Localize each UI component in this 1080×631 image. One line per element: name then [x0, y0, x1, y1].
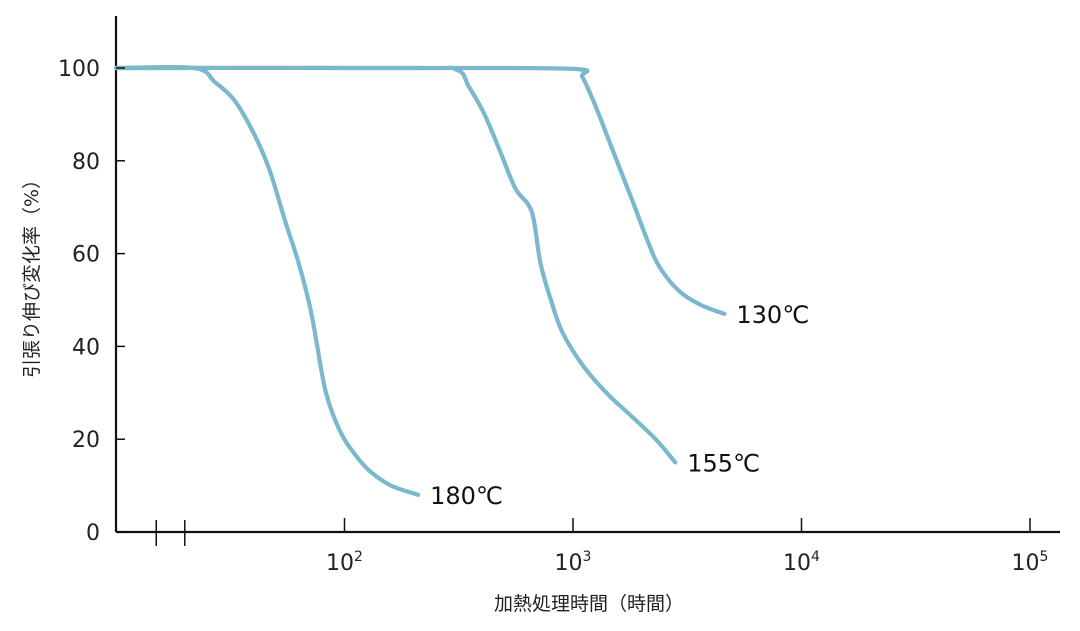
y-ticks: 0 20 40 60 80 100 — [58, 57, 125, 546]
plot-area: 0 20 40 60 80 100 102 103 104 105 130℃ 155℃ 180℃ — [58, 16, 1060, 576]
y-tick-label: 100 — [58, 57, 100, 82]
series-label-130: 130℃ — [736, 301, 809, 329]
x-tick-label: 105 — [1012, 549, 1049, 576]
series-line-180 — [113, 64, 421, 497]
y-axis-title: 引張り伸び変化率（%） — [21, 170, 43, 378]
series-line-130 — [113, 65, 727, 316]
x-tick-label: 102 — [326, 549, 363, 576]
y-tick-label: 0 — [86, 521, 100, 546]
x-tick-label: 103 — [555, 549, 592, 576]
series-labels: 130℃ 155℃ 180℃ — [430, 301, 809, 510]
y-tick-label: 20 — [72, 428, 100, 453]
y-tick-label: 60 — [72, 243, 100, 268]
x-ticks: 102 103 104 105 — [155, 518, 1049, 576]
y-tick-label: 80 — [72, 150, 100, 175]
series-label-155: 155℃ — [687, 449, 760, 477]
series-lines — [113, 64, 727, 497]
series-label-180: 180℃ — [430, 482, 503, 510]
x-axis-title: 加熱処理時間（時間） — [494, 593, 684, 615]
x-tick-label: 104 — [783, 549, 820, 576]
y-tick-label: 40 — [72, 335, 100, 360]
series-line-155 — [113, 65, 678, 465]
